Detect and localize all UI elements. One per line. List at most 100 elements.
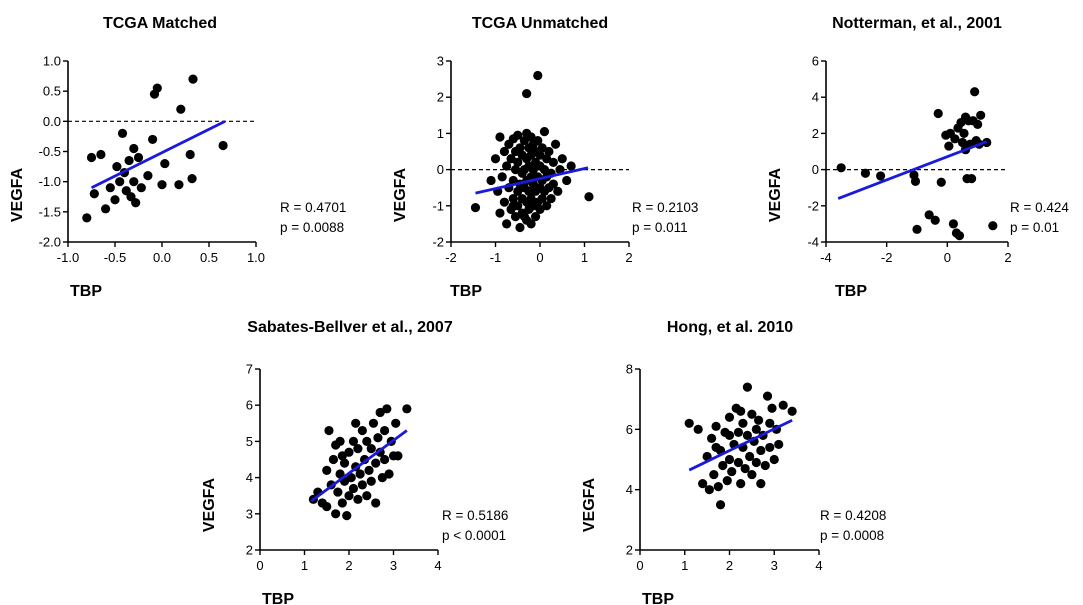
data-point — [89, 189, 99, 199]
data-point — [910, 176, 921, 186]
data-point — [542, 201, 552, 211]
data-point — [364, 465, 374, 475]
data-point — [335, 469, 345, 479]
y-axis-label: VEGFA — [9, 167, 26, 222]
data-point — [502, 219, 512, 229]
data-point — [553, 186, 563, 196]
data-point — [495, 208, 505, 218]
data-point — [513, 157, 523, 167]
data-point — [188, 74, 198, 84]
data-point — [176, 104, 186, 114]
x-tick-label: 0.5 — [200, 250, 218, 265]
data-point — [362, 436, 372, 446]
y-tick-label: 5 — [246, 434, 253, 449]
y-axis-label: VEGFA — [581, 477, 598, 532]
y-tick-label: -1.0 — [39, 174, 61, 189]
data-point — [760, 460, 770, 471]
data-point — [756, 479, 766, 489]
data-point — [348, 436, 359, 446]
y-tick-label: 0.0 — [43, 114, 61, 129]
data-point — [912, 224, 922, 234]
data-point — [727, 466, 737, 477]
data-point — [548, 157, 558, 167]
y-tick-label: 6 — [626, 422, 633, 437]
data-point — [836, 163, 846, 173]
panel-title: TCGA Unmatched — [472, 15, 608, 32]
data-point — [548, 179, 558, 189]
data-point — [328, 454, 339, 465]
data-point — [970, 87, 980, 97]
data-point — [960, 112, 971, 122]
data-point — [707, 433, 717, 443]
panel-title: TCGA Matched — [103, 15, 217, 32]
x-axis-label: TBP — [642, 591, 674, 605]
data-point — [371, 498, 381, 508]
data-point — [724, 430, 735, 440]
y-tick-label: 0 — [437, 162, 444, 177]
x-tick-label: 2 — [1004, 250, 1011, 265]
data-point — [973, 119, 983, 129]
data-point — [353, 494, 363, 504]
x-tick-label: 0 — [636, 558, 643, 573]
data-point — [499, 146, 509, 157]
data-point — [718, 460, 728, 471]
data-point — [160, 158, 170, 169]
x-tick-label: 0.0 — [153, 250, 171, 265]
data-point — [751, 457, 761, 468]
data-point — [933, 108, 943, 119]
panel-title: Hong, et al. 2010 — [667, 319, 793, 336]
x-tick-label: 1 — [301, 558, 308, 573]
y-tick-label: 0.5 — [43, 84, 61, 99]
data-point — [765, 442, 775, 453]
data-point — [112, 161, 122, 172]
data-point — [497, 172, 507, 182]
data-point — [366, 444, 376, 454]
data-point — [339, 458, 350, 468]
data-point — [745, 451, 755, 462]
data-point — [380, 425, 390, 436]
r-value-label: R = 0.2103 — [632, 200, 698, 215]
y-tick-label: -2.0 — [39, 235, 61, 250]
data-point — [357, 480, 367, 490]
data-point — [736, 406, 746, 416]
panel-title: Sabates-Bellver et al., 2007 — [247, 319, 453, 336]
data-point — [117, 128, 128, 138]
y-tick-label: 6 — [812, 54, 819, 69]
y-tick-label: 4 — [626, 482, 633, 497]
data-point — [346, 473, 356, 483]
data-point — [533, 136, 543, 146]
data-point — [380, 454, 390, 465]
data-point — [355, 469, 365, 479]
data-point — [954, 231, 965, 241]
r-value-label: R = 0.424 — [1010, 200, 1069, 215]
data-point — [530, 212, 541, 222]
y-tick-label: 4 — [246, 470, 253, 485]
data-point — [348, 483, 359, 494]
data-point — [322, 465, 332, 475]
y-tick-label: 3 — [437, 54, 444, 69]
data-point — [698, 479, 708, 489]
y-tick-label: 0 — [812, 162, 819, 177]
data-point — [353, 444, 363, 454]
data-point — [762, 391, 773, 401]
data-point — [152, 83, 162, 93]
data-point — [544, 146, 554, 157]
data-point — [693, 424, 703, 434]
data-point — [747, 409, 757, 419]
p-value-label: p = 0.0008 — [820, 528, 884, 543]
data-point — [508, 193, 518, 204]
data-point — [187, 174, 197, 184]
x-tick-label: 2 — [625, 250, 632, 265]
x-tick-label: -4 — [820, 250, 832, 265]
data-point — [967, 174, 977, 184]
data-point — [371, 458, 381, 468]
y-tick-label: 2 — [626, 543, 633, 558]
y-tick-label: 1.0 — [43, 54, 61, 69]
data-point — [513, 130, 523, 140]
p-value-label: p < 0.0001 — [442, 528, 506, 543]
regression-line — [90, 120, 226, 189]
data-point — [362, 491, 372, 501]
data-point — [924, 210, 934, 220]
x-tick-label: 1.0 — [247, 250, 265, 265]
data-point — [715, 500, 726, 510]
